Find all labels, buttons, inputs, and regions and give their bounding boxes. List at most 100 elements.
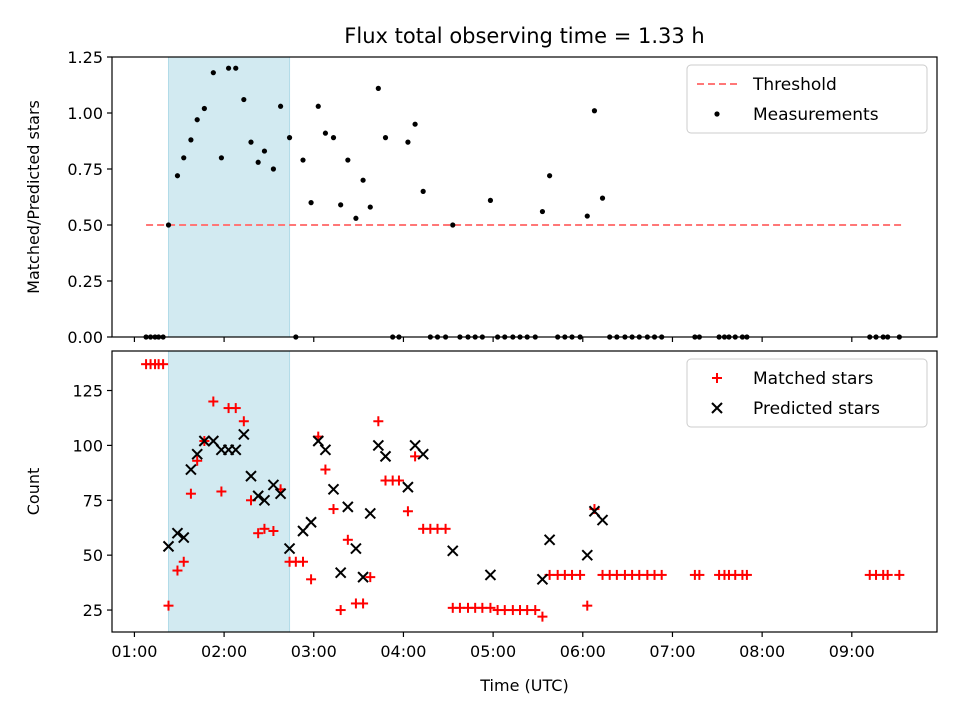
legend-predicted-swatch [711, 402, 723, 414]
legend-label: Predicted stars [753, 399, 880, 419]
matched-star-point [656, 569, 667, 580]
x-marker-b [327, 483, 340, 496]
x-marker-b [364, 507, 376, 520]
x-marker-b [334, 567, 347, 579]
bottom-shaded-span [167, 350, 291, 633]
matched-star-point [185, 488, 196, 499]
x-marker-b [711, 402, 723, 414]
matched-star-point [530, 605, 541, 616]
measurement-point [194, 117, 200, 123]
x-marker-b [207, 435, 220, 447]
predicted-star-point [402, 481, 414, 493]
predicted-star-point [207, 435, 220, 447]
measurement-point [382, 135, 389, 141]
predicted-star-point [238, 428, 250, 441]
predicted-star-point [357, 571, 369, 583]
legend-label: Matched stars [753, 369, 873, 389]
matched-star-point [268, 526, 279, 537]
matched-star-point [582, 600, 593, 611]
matched-star-point [158, 359, 169, 370]
matched-star-point [537, 611, 548, 622]
matched-star-point [882, 569, 893, 580]
x-marker-b [191, 448, 203, 460]
x-marker-b [350, 542, 362, 555]
predicted-star-point [596, 514, 609, 526]
x-tick-label: 02:00 [201, 642, 247, 661]
measurement-point [300, 157, 306, 163]
legend-box [686, 64, 928, 134]
x-marker-b [162, 540, 175, 553]
matched-star-point [298, 556, 309, 567]
top-shaded-span [167, 56, 291, 338]
predicted-star-point [319, 444, 332, 456]
predicted-star-point [267, 479, 280, 491]
measurement-point [547, 173, 553, 179]
x-marker-b [252, 490, 264, 502]
predicted-star-point [230, 444, 242, 456]
top-axes-frame [111, 56, 938, 338]
measurement-point [487, 197, 494, 203]
x-marker-b [171, 527, 184, 539]
measurement-point [188, 137, 194, 143]
matched-star-point [328, 504, 339, 515]
measurement-point [286, 135, 293, 141]
matched-star-point [238, 416, 249, 427]
x-marker-b [342, 501, 354, 513]
top-y-tick-label: 1.25 [67, 48, 103, 67]
legend-box [686, 358, 928, 428]
x-marker-b [230, 444, 242, 456]
predicted-star-point [171, 527, 184, 539]
measurement-point [165, 222, 172, 228]
legend-label: Measurements [753, 105, 879, 125]
measurement-point [174, 173, 181, 179]
predicted-star-point [484, 569, 497, 581]
predicted-star-point [283, 542, 296, 555]
top-y-tick-label: 0.00 [67, 328, 103, 347]
x-marker-b [379, 450, 392, 463]
measurement-point [261, 148, 268, 154]
matched-star-point [230, 403, 241, 414]
matched-star-point [373, 416, 384, 427]
matched-star-point [575, 569, 586, 580]
x-tick-label: 01:00 [111, 642, 157, 661]
measurement-point [181, 155, 187, 161]
matched-star-point [216, 486, 227, 497]
x-marker-b [198, 435, 211, 447]
x-marker-b [588, 505, 601, 517]
matched-star-point [342, 534, 353, 545]
measurement-point [599, 195, 606, 201]
bottom-y-tick-label: 25 [83, 601, 103, 620]
bottom-panel: 25 50 75 100 125 01:00 02:00 03:00 04:00 05:00 06:… [24, 350, 938, 695]
measurement-point [539, 208, 546, 215]
x-axis-label: Time (UTC) [479, 676, 568, 695]
x-marker-b [267, 479, 280, 491]
measurement-point [345, 157, 351, 163]
matched-star-point [358, 598, 369, 609]
predicted-star-point [447, 545, 459, 557]
predicted-star-point [258, 494, 271, 506]
x-marker-b [543, 534, 556, 546]
x-tick-label: 09:00 [829, 642, 875, 661]
measurement-point [420, 188, 426, 194]
measurement-point [584, 213, 590, 219]
predicted-star-point [364, 507, 376, 520]
measurement-point [450, 222, 456, 228]
x-marker-b [596, 514, 609, 526]
x-marker-b [312, 435, 324, 447]
predicted-star-point [327, 483, 340, 496]
measurement-point [201, 105, 207, 112]
x-marker-b [372, 439, 385, 452]
measurement-point [367, 204, 373, 210]
x-marker-b [245, 470, 257, 482]
matched-star-point [192, 455, 203, 466]
measurement-point [277, 103, 284, 109]
predicted-star-point [297, 525, 309, 537]
bottom-y-axis-label: Count [24, 468, 43, 516]
bottom-y-tick-label: 100 [72, 436, 103, 455]
x-tick-label: 06:00 [560, 642, 606, 661]
measurement-point [322, 130, 329, 136]
matched-star-point [335, 605, 346, 616]
measurement-point [353, 215, 359, 221]
matched-star-point [402, 506, 413, 517]
measurement-point [225, 65, 232, 71]
